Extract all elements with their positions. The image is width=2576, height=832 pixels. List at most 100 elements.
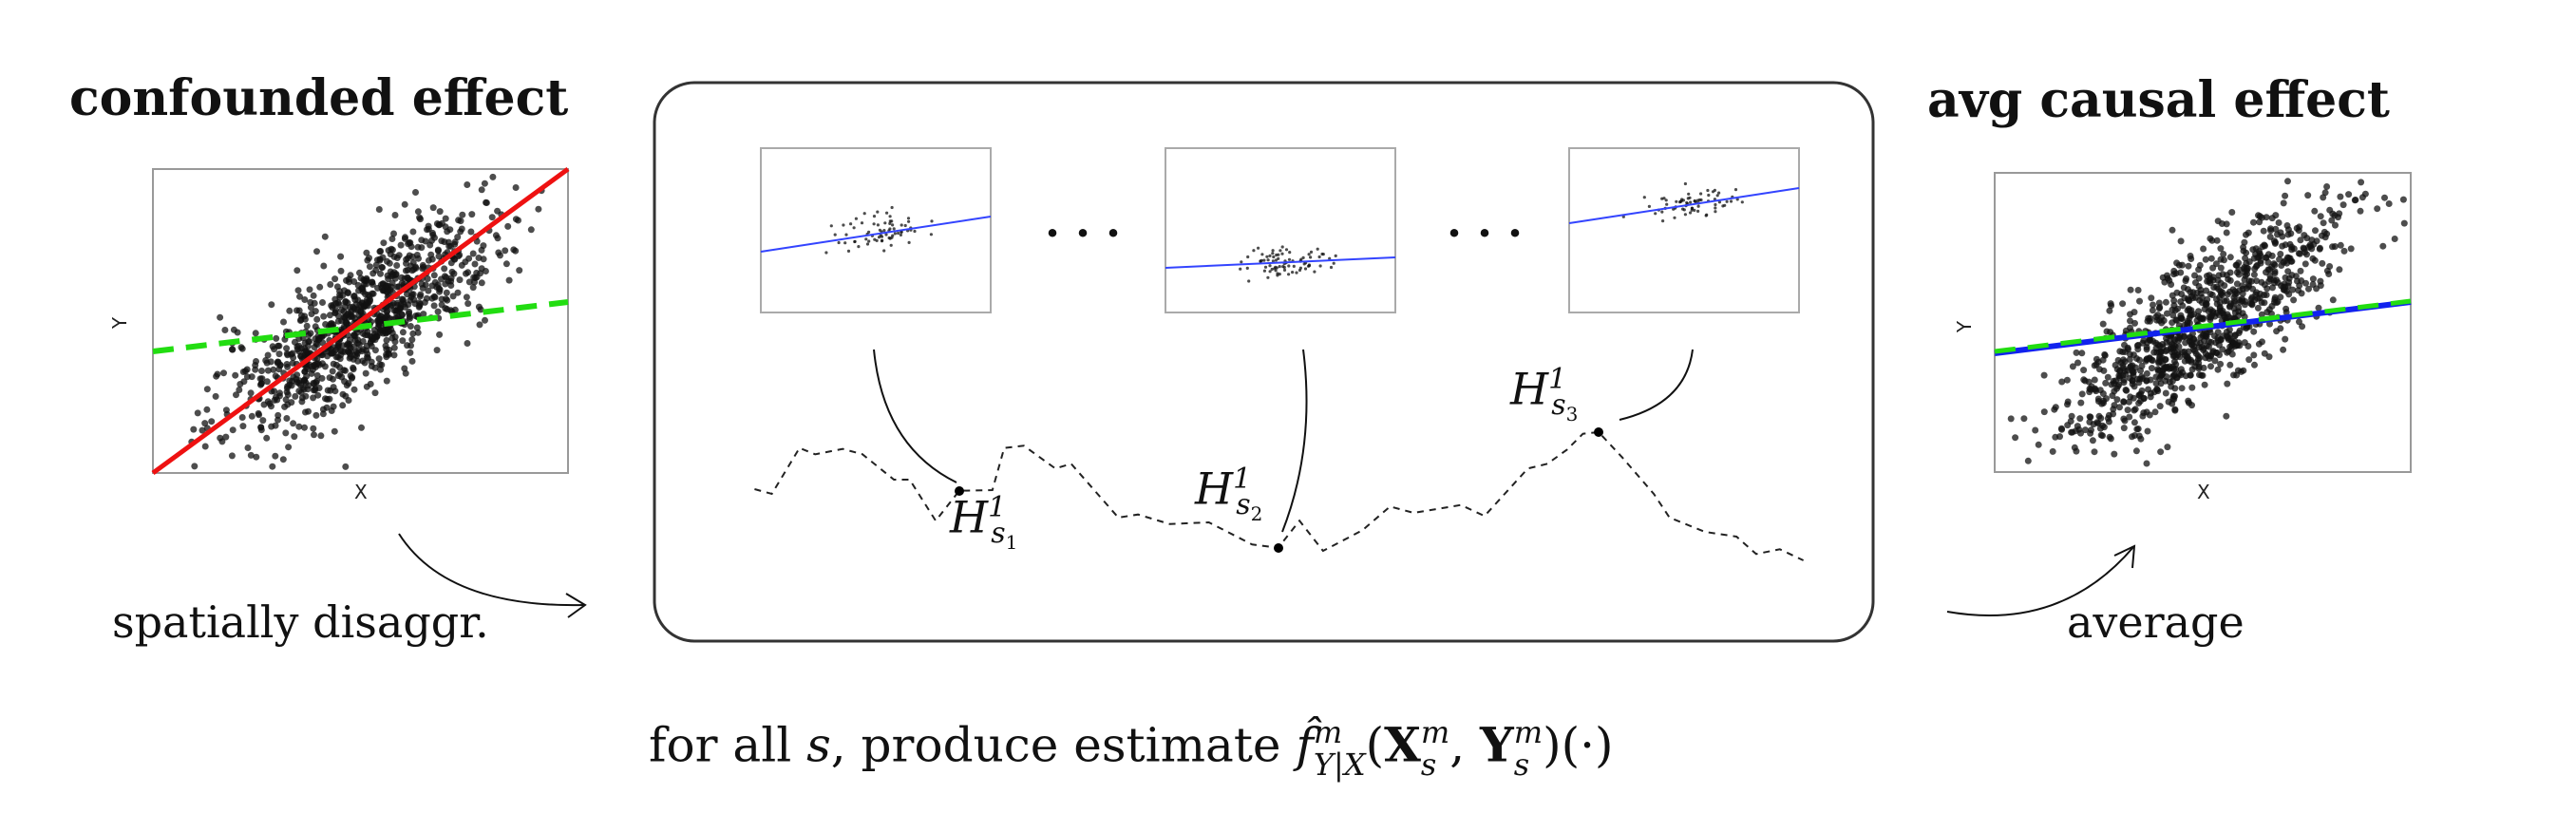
scatter-point <box>467 228 475 236</box>
scatter-point <box>2102 379 2110 387</box>
scatter-point <box>2282 274 2289 281</box>
scatter-point <box>864 237 868 241</box>
scatter-point <box>252 362 259 369</box>
scatter-point <box>2091 376 2098 384</box>
scatter-point <box>438 237 445 245</box>
scatter-point <box>1707 193 1711 198</box>
scatter-point <box>2226 303 2233 311</box>
scatter-point <box>2235 259 2243 267</box>
scatter-point <box>475 303 483 311</box>
scatter-point <box>2207 352 2214 360</box>
scatter-point <box>362 369 369 377</box>
scatter-point <box>405 255 411 262</box>
scatter-point <box>852 226 856 230</box>
scatter-point <box>191 463 199 470</box>
scatter-point <box>2119 300 2127 308</box>
scatter-point <box>379 264 386 272</box>
scatter-point <box>2178 291 2186 297</box>
label-sub: s <box>1551 388 1566 422</box>
scatter-point <box>469 284 477 292</box>
scatter-point <box>327 281 334 288</box>
scatter-point <box>263 359 271 367</box>
scatter-point <box>2132 447 2140 455</box>
scatter-point <box>2326 263 2334 270</box>
scatter-point <box>276 392 283 400</box>
scatter-point <box>290 420 297 427</box>
scatter-point <box>2282 257 2289 265</box>
scatter-point <box>356 269 363 276</box>
scatter-point <box>2303 235 2311 242</box>
scatter-point <box>2219 289 2226 296</box>
caption-text: , <box>1449 717 1481 773</box>
scatter-point <box>295 423 303 430</box>
scatter-point <box>2261 281 2268 289</box>
scatter-point <box>418 236 426 244</box>
scatter-point <box>1714 206 1717 210</box>
scatter-point <box>2143 346 2150 353</box>
scatter-point <box>2040 408 2048 416</box>
scatter-point <box>1329 265 1334 270</box>
scatter-point <box>232 371 239 379</box>
scatter-point <box>301 339 309 347</box>
scatter-point <box>2012 434 2019 442</box>
label-sup: 1 <box>1233 463 1252 496</box>
scatter-point <box>263 434 271 442</box>
scatter-point <box>264 398 272 406</box>
scatter-point <box>2297 236 2304 244</box>
right-y-label: Y <box>1953 320 1977 333</box>
scatter-point <box>1282 265 1286 270</box>
scatter-point <box>1265 255 1269 258</box>
scatter-point <box>2217 245 2225 253</box>
scatter-point <box>2088 383 2095 390</box>
scatter-point <box>1729 199 1733 203</box>
scatter-point <box>350 364 357 371</box>
scatter-point <box>346 341 353 348</box>
scatter-point <box>2381 194 2388 201</box>
scatter-point <box>2078 390 2086 398</box>
scatter-point <box>2357 207 2364 215</box>
caption-var: s <box>806 717 831 773</box>
scatter-point <box>481 180 488 187</box>
scatter-point <box>359 286 367 293</box>
caption-sup: m <box>1513 714 1544 750</box>
scatter-point <box>385 329 391 335</box>
scatter-point <box>2195 365 2203 372</box>
scatter-point <box>328 302 335 310</box>
scatter-point <box>203 406 211 413</box>
scatter-point <box>2190 311 2198 318</box>
scatter-point <box>2127 286 2134 293</box>
scatter-point <box>448 268 456 275</box>
scatter-point <box>2076 415 2084 423</box>
scatter-point <box>505 276 513 284</box>
scatter-point <box>2144 427 2151 435</box>
scatter-point <box>1715 194 1719 198</box>
scatter-point <box>1683 213 1687 217</box>
caption-text: for all <box>649 717 807 773</box>
scatter-point <box>2273 328 2281 335</box>
scatter-point <box>1704 214 1708 217</box>
scatter-point <box>388 245 395 253</box>
scatter-point <box>2134 341 2142 349</box>
scatter-point <box>259 417 267 425</box>
scatter-point <box>2178 385 2186 392</box>
scatter-point <box>2152 373 2160 381</box>
local-points <box>824 205 934 255</box>
scatter-point <box>853 239 857 243</box>
scatter-point <box>2249 246 2257 254</box>
scatter-point <box>2213 236 2221 244</box>
scatter-point <box>2116 404 2123 411</box>
scatter-point <box>2299 323 2306 331</box>
scatter-point <box>431 293 439 301</box>
scatter-point <box>301 348 309 355</box>
scatter-point <box>318 374 326 382</box>
scatter-point <box>891 223 895 227</box>
scatter-point <box>2250 271 2258 278</box>
scatter-point <box>2162 389 2169 397</box>
scatter-point <box>280 318 287 326</box>
scatter-point <box>2158 371 2166 379</box>
scatter-point <box>2131 406 2139 413</box>
scatter-point <box>2198 293 2206 301</box>
caption-sup: m <box>1313 714 1343 750</box>
scatter-point <box>2131 319 2138 327</box>
scatter-point <box>2273 299 2281 307</box>
